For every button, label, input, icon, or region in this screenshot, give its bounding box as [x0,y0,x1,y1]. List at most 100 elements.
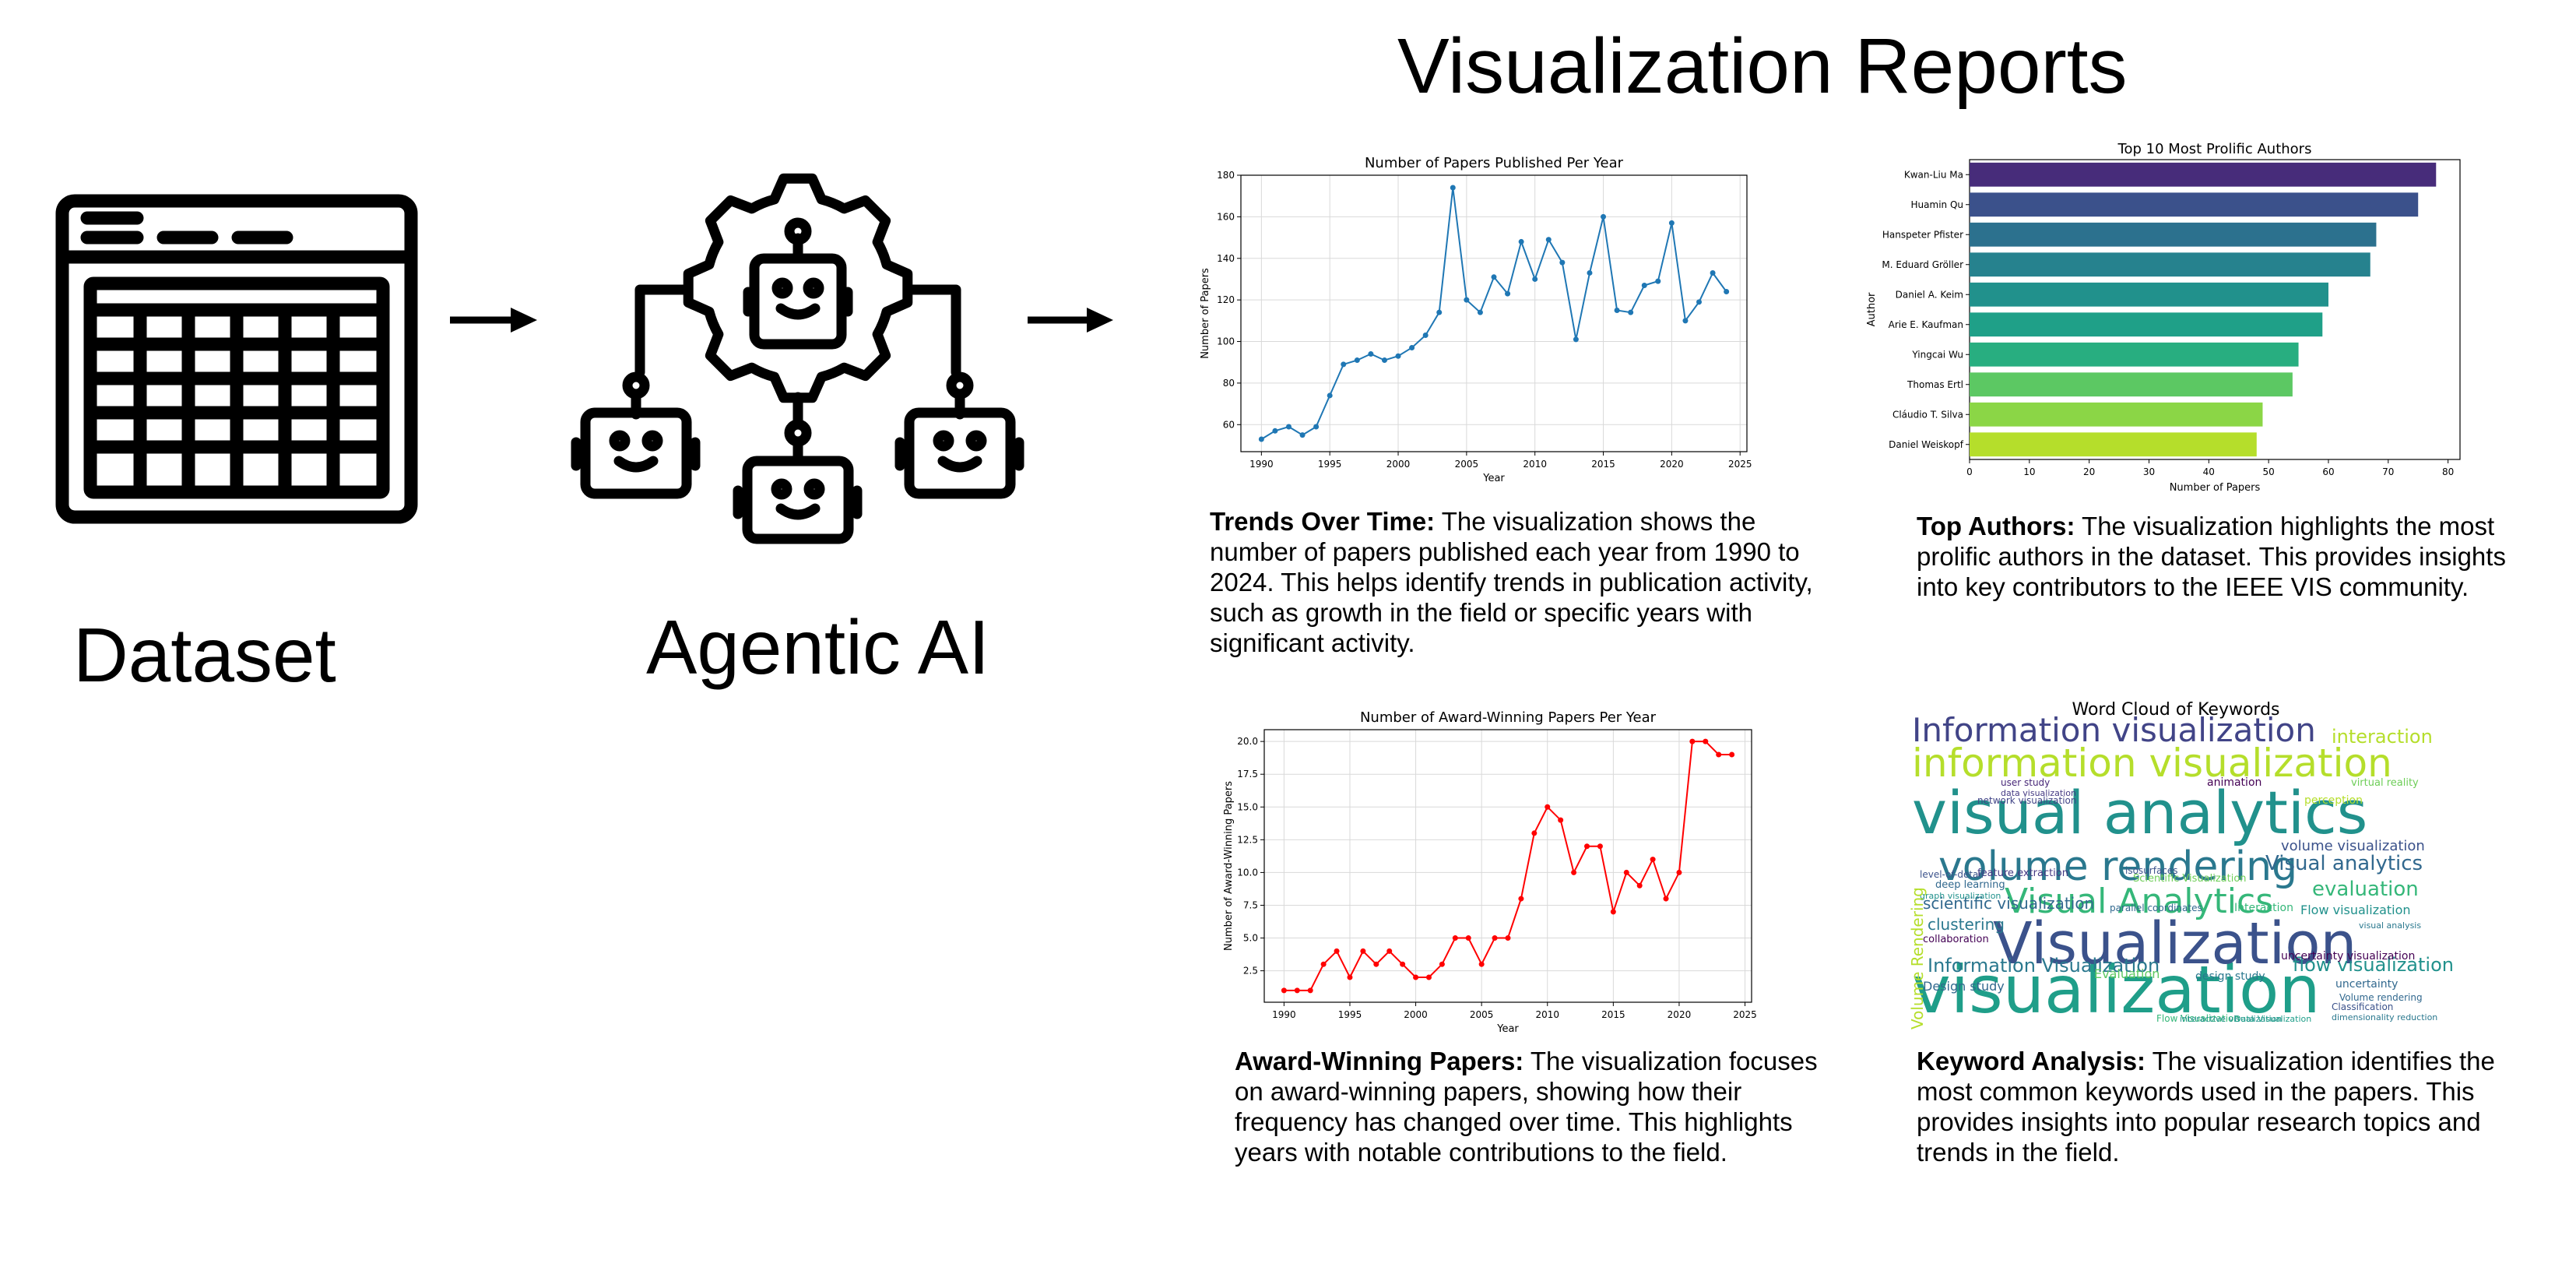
papers-chart-xtick-label: 2010 [1523,459,1547,470]
papers-chart-xtick-label: 2000 [1386,459,1411,470]
award-chart-ytick-label: 7.5 [1243,899,1258,910]
award-chart-data-point [1505,935,1511,941]
keyword-heading: Keyword Analysis: [1917,1047,2146,1075]
award-chart-xtick-label: 2005 [1470,1009,1494,1020]
papers-chart-data-point [1696,299,1703,305]
papers-chart-ytick-label: 160 [1217,211,1235,222]
papers-chart-ylabel: Number of Papers [1200,268,1211,359]
papers-chart-data-point [1313,424,1320,430]
award-chart-data-point [1386,948,1393,954]
keyword-text: The visualization identifies the most co… [1917,1047,2495,1167]
authors-chart-xtick-label: 50 [2263,466,2275,477]
award-chart-series-line [1284,741,1732,991]
papers-chart-xtick-label: 2025 [1728,459,1752,470]
table-icon [55,194,418,524]
wordcloud-word: level-of-detail [1920,869,1984,880]
award-chart-xtick-label: 2010 [1535,1009,1559,1020]
wordcloud-word: visual analysis [2359,920,2421,931]
papers-chart-series-line [1260,187,1727,440]
wordcloud-word: volume visualization [2281,838,2425,854]
award-chart-xtick-label: 1995 [1338,1009,1362,1020]
papers-chart-data-point [1450,185,1456,191]
award-chart-data-point [1452,935,1458,941]
papers-chart-data-point [1628,309,1634,315]
authors-chart-ytick-label: Thomas Ertl [1907,379,1963,390]
award-chart-ytick-label: 12.5 [1237,834,1258,845]
wordcloud-word: animation [2207,776,2261,789]
award-chart-data-point [1650,857,1656,863]
award-chart-ytick-label: 10.0 [1237,867,1258,878]
award-chart-xlabel: Year [1496,1023,1519,1035]
authors-chart-ytick-label: Hanspeter Pfister [1882,229,1963,240]
award-chart-data-point [1320,961,1327,967]
authors-chart-xtick-label: 20 [2083,466,2095,477]
wordcloud-word: Evaluation [2094,966,2160,981]
award-chart-data-point [1360,948,1366,954]
wordcloud-word: data visualization [2001,788,2076,798]
papers-chart-axes-frame [1240,174,1748,452]
authors-chart-bar [1970,222,2377,247]
award-chart-data-point [1400,961,1406,967]
pipeline-graphic [55,173,1113,544]
award-chart-data-point [1610,909,1616,915]
wordcloud-word: Interaction [2234,902,2293,914]
authors-chart-bar [1970,192,2419,217]
award-chart-data-point [1623,869,1629,875]
authors-chart-bar [1970,162,2437,187]
papers-chart-data-point [1573,336,1579,343]
papers-chart-data-point [1341,361,1347,368]
authors-chart-axes-frame [1969,159,2461,460]
papers-chart-data-point [1381,357,1387,364]
keyword-description: Keyword Analysis: The visualization iden… [1917,1046,2508,1167]
papers-chart-data-point [1505,290,1511,297]
award-chart-data-point [1439,961,1445,967]
wordcloud-word: visual analytics [1912,778,2367,847]
award-chart-data-point [1558,817,1564,823]
authors-chart-xtick-label: 80 [2442,466,2454,477]
papers-chart-data-point [1614,307,1620,313]
wordcloud-word: uncertainty [2335,978,2398,991]
wordcloud-word: evaluation [2312,878,2419,901]
award-chart-data-point [1689,738,1696,744]
papers-chart-xtick-label: 1990 [1249,459,1274,470]
wordcloud-word: Design study [1923,979,2005,994]
papers-chart-ytick-label: 180 [1217,170,1235,181]
trends-text: The visualization shows the number of pa… [1210,507,1813,657]
wordcloud-word: Scientific Visualization [2133,873,2247,885]
wordcloud-word: perception [2304,794,2363,807]
papers-chart-data-point [1285,424,1292,430]
wordcloud-word: Visual analytics [2265,852,2423,875]
papers-chart-data-point [1518,238,1524,245]
wordcloud-word: Data Visualization [2234,1014,2311,1024]
award-chart-xtick-label: 2025 [1733,1009,1757,1020]
wordcloud-word: Visualization [1993,910,2356,977]
wordcloud-word: Flow visualization [2300,903,2411,917]
award-chart-data-point [1413,974,1419,980]
award-heading: Award-Winning Papers: [1235,1047,1524,1075]
wordcloud-word: Information Visualization [1928,955,2160,977]
papers-chart-xtick-label: 2005 [1455,459,1479,470]
award-chart-data-point [1281,987,1287,994]
papers-chart-xtick-label: 2015 [1591,459,1615,470]
authors-heading: Top Authors: [1917,512,2075,540]
papers-chart-xtick-label: 1995 [1318,459,1342,470]
authors-text: The visualization highlights the most pr… [1917,512,2506,601]
top-authors-chart: Top 10 Most Prolific Authors Kwan-Liu Ma H… [1866,141,2461,494]
wordcloud-word: Volume rendering [2339,992,2423,1003]
papers-chart-data-point [1436,309,1443,315]
wordcloud-word: design study [2195,970,2265,983]
award-text: The visualization focuses on award-winni… [1235,1047,1818,1167]
wordcloud-word: Classification [2332,1001,2393,1012]
authors-chart-bar [1970,432,2257,457]
award-chart-data-point [1307,987,1313,994]
award-chart-xtick-label: 1990 [1272,1009,1296,1020]
wordcloud-word: Flow Visualization [2156,1013,2240,1024]
papers-chart-ytick-label: 100 [1217,336,1235,347]
authors-chart-ylabel: Author [1866,292,1878,326]
papers-chart-data-point [1422,333,1429,339]
award-chart-xtick-label: 2015 [1601,1009,1625,1020]
authors-chart-ytick-label: Yingcai Wu [1911,349,1963,360]
papers-chart-data-point [1354,357,1360,364]
authors-chart-bar [1970,312,2323,337]
award-chart-data-point [1465,935,1471,941]
